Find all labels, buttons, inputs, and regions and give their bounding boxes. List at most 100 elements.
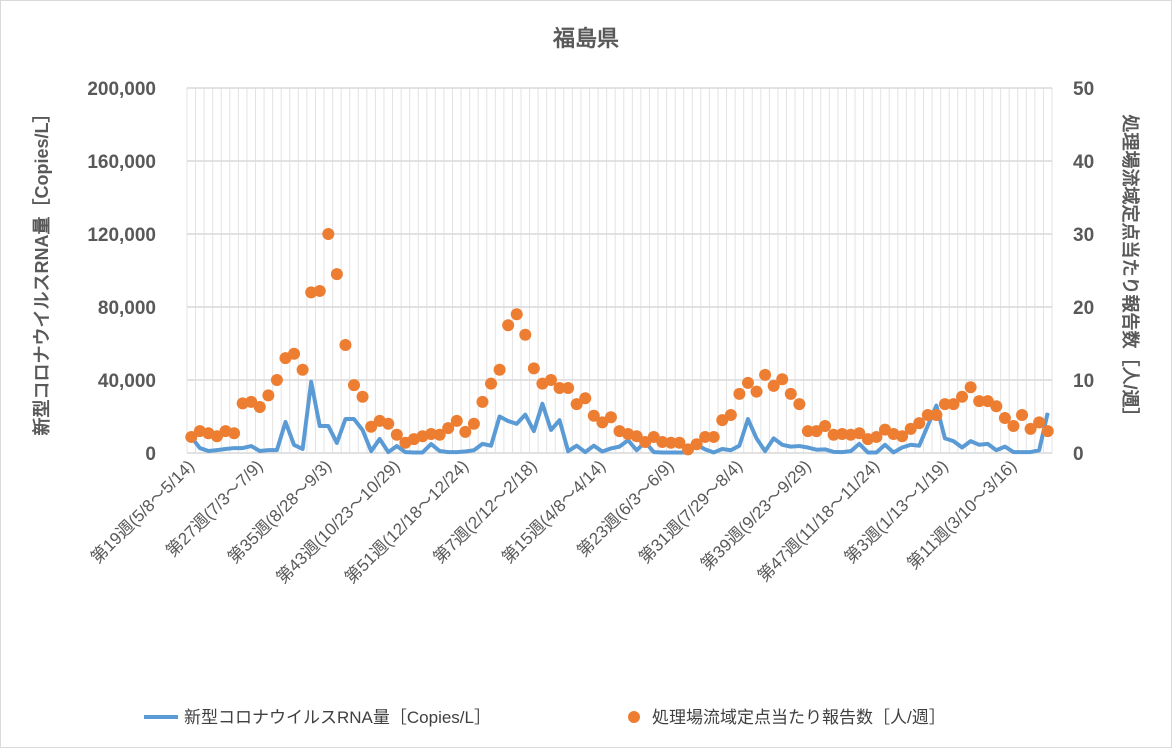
report-dot <box>964 381 977 394</box>
legend-dot-marker <box>628 711 640 723</box>
y-axis-left-title: 新型コロナウイルスRNA量［Copies/L］ <box>31 104 52 435</box>
report-dot <box>253 401 266 414</box>
report-dot <box>339 338 352 351</box>
report-dot <box>913 417 926 430</box>
report-dot <box>853 427 866 440</box>
report-dot <box>690 438 703 451</box>
x-axis: 第19週(5/8～5/14)第27週(7/3～7/9)第35週(8/28～9/3… <box>87 456 1020 587</box>
report-dot <box>819 419 832 432</box>
x-tick-label: 第47週(11/18～11/24) <box>754 456 883 585</box>
report-dot <box>442 422 455 435</box>
report-dot <box>553 382 566 395</box>
report-dot <box>604 411 617 424</box>
y-left-tick-label: 200,000 <box>87 79 156 100</box>
legend-label-rna: 新型コロナウイルスRNA量［Copies/L］ <box>184 708 491 727</box>
report-dot <box>1024 422 1037 435</box>
report-dot <box>776 373 789 386</box>
report-dot <box>827 428 840 441</box>
report-dot <box>390 428 403 441</box>
report-dot <box>956 390 969 403</box>
report-dot <box>433 428 446 441</box>
report-dot <box>527 362 540 375</box>
report-dot <box>904 422 917 435</box>
report-dot <box>801 425 814 438</box>
y-right-tick-label: 30 <box>1073 225 1094 246</box>
report-dot <box>724 409 737 422</box>
y-axis-right-title: 処理場流域定点当たり報告数［人/週］ <box>1120 115 1141 426</box>
y-left-tick-label: 40,000 <box>98 371 156 392</box>
report-dot <box>870 430 883 443</box>
report-dot <box>485 377 498 390</box>
report-dot <box>262 389 275 402</box>
y-left-tick-label: 80,000 <box>98 298 156 319</box>
report-dot <box>673 436 686 449</box>
chart-title: 福島県 <box>552 26 619 51</box>
report-dot <box>921 409 934 422</box>
report-dot <box>707 430 720 443</box>
report-dot <box>330 268 343 281</box>
report-dot <box>930 409 943 422</box>
report-dot <box>938 398 951 411</box>
report-dot <box>562 382 575 395</box>
report-dot <box>656 436 669 449</box>
y-axis-right: 0 10 20 30 40 50 <box>1073 79 1094 465</box>
y-left-tick-label: 160,000 <box>87 152 156 173</box>
report-dot <box>382 417 395 430</box>
y-right-tick-label: 10 <box>1073 371 1094 392</box>
report-dot <box>750 385 763 398</box>
report-dot <box>425 428 438 441</box>
report-dot <box>741 376 754 389</box>
plot-area <box>185 228 1054 456</box>
report-dot <box>1041 425 1054 438</box>
y-right-tick-label: 50 <box>1073 79 1094 100</box>
report-dot <box>510 308 523 321</box>
report-dot <box>733 387 746 400</box>
report-dot <box>296 363 309 376</box>
report-dot <box>185 430 198 443</box>
report-dot <box>365 420 378 433</box>
report-dot <box>699 430 712 443</box>
report-dot <box>544 374 557 386</box>
report-dot <box>793 398 806 411</box>
y-right-tick-label: 40 <box>1073 152 1094 173</box>
report-dot <box>288 347 301 360</box>
report-dot <box>348 379 361 392</box>
report-dot <box>767 379 780 392</box>
report-dot <box>459 425 472 438</box>
gridlines <box>186 87 1053 454</box>
x-tick-label: 第43週(10/23～10/29) <box>273 456 404 587</box>
report-dot <box>587 409 600 422</box>
legend: 新型コロナウイルスRNA量［Copies/L］ 処理場流域定点当たり報告数［人/… <box>144 708 946 727</box>
report-dot <box>759 368 772 381</box>
report-dot <box>1007 419 1020 432</box>
report-dot <box>896 430 909 443</box>
report-dot <box>973 395 986 408</box>
report-dot <box>313 284 326 297</box>
report-dot <box>1033 416 1046 429</box>
y-axis-left: 0 40,000 80,000 120,000 160,000 200,000 <box>87 79 156 465</box>
report-dot <box>467 417 480 430</box>
report-dot <box>228 427 241 440</box>
y-left-tick-label: 0 <box>145 444 156 465</box>
report-dot <box>493 363 506 376</box>
report-dot <box>579 392 592 405</box>
report-dot <box>450 414 463 427</box>
report-dot <box>990 400 1003 413</box>
report-dot <box>664 436 677 449</box>
y-left-tick-label: 120,000 <box>87 225 156 246</box>
y-right-tick-label: 20 <box>1073 298 1094 319</box>
report-dot <box>1016 409 1029 422</box>
legend-label-reports: 処理場流域定点当たり報告数［人/週］ <box>652 708 946 727</box>
report-dot <box>998 411 1011 424</box>
report-dot <box>947 398 960 411</box>
report-dot <box>270 374 283 386</box>
report-dot <box>519 328 532 341</box>
x-tick-label: 第51週(12/18～12/24) <box>341 456 472 587</box>
y-right-tick-label: 0 <box>1073 444 1084 465</box>
report-dot <box>476 395 489 408</box>
report-dot <box>836 428 849 441</box>
report-dot <box>784 387 797 400</box>
report-dot <box>322 228 335 240</box>
report-dot <box>502 319 515 332</box>
